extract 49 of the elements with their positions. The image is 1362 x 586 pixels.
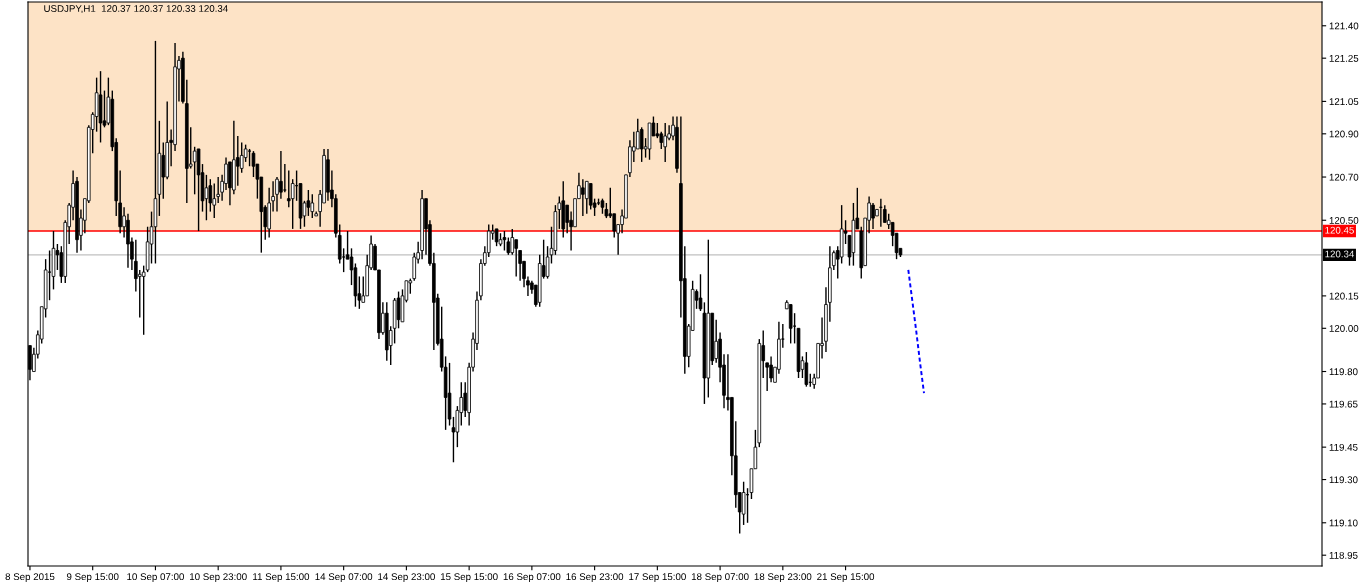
candlestick [741, 481, 746, 526]
y-tick-label: 120.90 [1329, 130, 1359, 138]
candlestick [518, 249, 522, 282]
y-tick-label: 120.15 [1329, 292, 1359, 300]
y-tick-label: 121.40 [1329, 22, 1359, 30]
x-tick-label: 8 Sep 2015 [5, 573, 55, 583]
chart-title: USDJPY,H1 120.37 120.37 120.33 120.34 [44, 5, 228, 14]
x-tick-label: 9 Sep 15:00 [66, 573, 119, 583]
candlestick [502, 230, 507, 252]
y-tick-label: 119.65 [1329, 400, 1358, 408]
x-tick-label: 10 Sep 07:00 [127, 573, 184, 583]
y-tick-label: 119.45 [1329, 443, 1358, 451]
candlestick [251, 150, 256, 178]
ref-line-label: 120.45 [1325, 226, 1354, 234]
candlestick [871, 202, 875, 230]
x-tick-label: 18 Sep 23:00 [754, 573, 812, 583]
x-tick-label: 14 Sep 07:00 [315, 573, 373, 583]
y-tick-label: 120.00 [1329, 325, 1359, 332]
candlestick [639, 126, 644, 163]
x-tick-label: 15 Sep 15:00 [440, 573, 498, 583]
candlestick [161, 141, 166, 200]
x-tick-label: 18 Sep 07:00 [691, 573, 749, 583]
y-tick-label: 118.95 [1329, 551, 1358, 559]
candlestick [283, 163, 287, 193]
candlestick [584, 180, 589, 215]
y-tick-label: 120.50 [1329, 216, 1359, 224]
x-tick-label: 14 Sep 23:00 [378, 573, 435, 583]
y-tick-label: 121.25 [1329, 54, 1359, 62]
candlestick [192, 146, 197, 196]
candlestick [514, 239, 518, 278]
x-tick-label: 16 Sep 23:00 [566, 573, 624, 583]
line-series [907, 268, 925, 395]
candlestick [663, 122, 667, 163]
x-tick-label: 11 Sep 15:00 [253, 573, 310, 583]
y-tick-label: 119.10 [1329, 519, 1358, 527]
candlestick [204, 174, 209, 221]
y-tick-label: 119.80 [1329, 368, 1358, 376]
candlestick [581, 178, 585, 217]
x-tick-label: 16 Sep 07:00 [503, 573, 561, 583]
x-tick-label: 17 Sep 15:00 [629, 573, 686, 583]
y-tick-label: 120.70 [1329, 173, 1359, 181]
candlestick [239, 141, 244, 174]
x-tick-label: 21 Sep 15:00 [817, 573, 875, 583]
ref-line-label: 120.34 [1325, 250, 1355, 258]
y-tick-label: 121.05 [1329, 98, 1359, 106]
x-tick-label: 10 Sep 23:00 [190, 573, 247, 583]
candlestick [279, 150, 283, 200]
y-tick-label: 119.30 [1329, 476, 1358, 484]
candlestick [788, 303, 793, 345]
